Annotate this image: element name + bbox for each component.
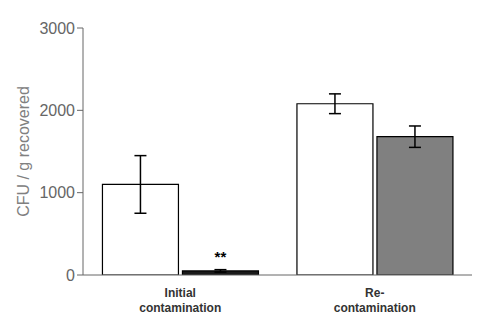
svg-text:Initialcontamination: Initialcontamination	[139, 286, 221, 315]
svg-text:CFU / g recovered: CFU / g recovered	[15, 86, 32, 217]
svg-text:0: 0	[66, 267, 75, 284]
svg-text:2000: 2000	[39, 102, 75, 119]
svg-text:**: **	[215, 248, 227, 265]
svg-text:Re-contamination: Re-contamination	[334, 286, 416, 315]
svg-text:1000: 1000	[39, 184, 75, 201]
svg-text:3000: 3000	[39, 20, 75, 37]
